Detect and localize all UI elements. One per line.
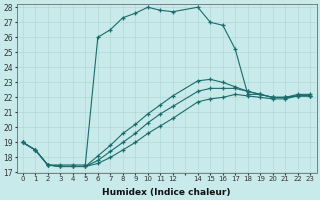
X-axis label: Humidex (Indice chaleur): Humidex (Indice chaleur) xyxy=(102,188,231,197)
